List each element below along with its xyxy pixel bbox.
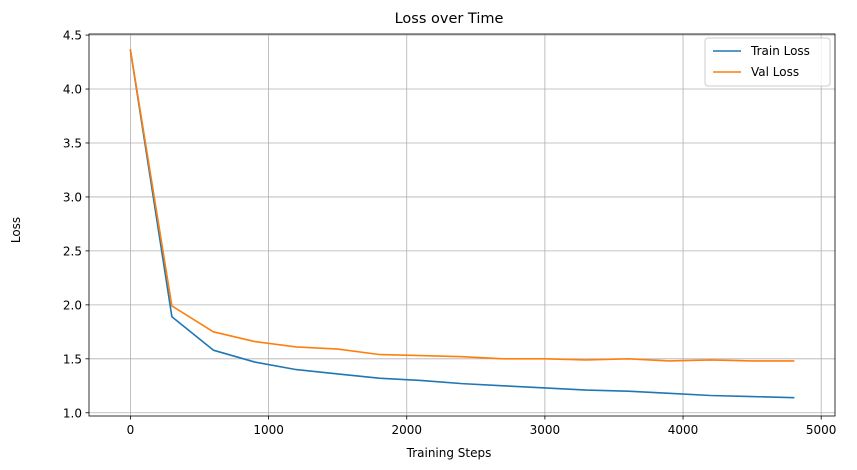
x-tick-label: 2000: [391, 423, 422, 437]
y-axis-title: Loss: [9, 217, 23, 243]
x-axis: 0 1000 2000 3000 4000 5000: [127, 416, 837, 437]
y-tick-label: 3.0: [63, 190, 82, 204]
x-axis-title: Training Steps: [406, 446, 492, 460]
legend: Train Loss Val Loss: [704, 37, 831, 87]
y-tick-label: 2.0: [63, 298, 82, 312]
y-tick-label: 4.0: [63, 83, 82, 97]
x-tick-label: 4000: [668, 423, 699, 437]
y-axis: 1.0 1.5 2.0 2.5 3.0 3.5 4.0 4.5: [63, 29, 89, 420]
y-tick-label: 3.5: [63, 136, 82, 150]
series-lines: [129, 49, 795, 399]
series-line-train-loss: [129, 49, 795, 399]
legend-label-train: Train Loss: [750, 44, 810, 58]
y-tick-label: 2.5: [63, 244, 82, 258]
plot-frame: [88, 33, 836, 417]
legend-box: [704, 37, 831, 87]
y-tick-label: 1.0: [63, 406, 82, 420]
x-tick-label: 1000: [253, 423, 284, 437]
x-tick-label: 5000: [806, 423, 837, 437]
y-tick-label: 4.5: [63, 29, 82, 43]
grid: [89, 34, 835, 416]
y-tick-label: 1.5: [63, 352, 82, 366]
x-tick-label: 3000: [530, 423, 561, 437]
series-line-val-loss: [129, 49, 795, 362]
legend-label-val: Val Loss: [751, 65, 799, 79]
chart-title: Loss over Time: [395, 11, 504, 27]
x-tick-label: 0: [127, 423, 135, 437]
